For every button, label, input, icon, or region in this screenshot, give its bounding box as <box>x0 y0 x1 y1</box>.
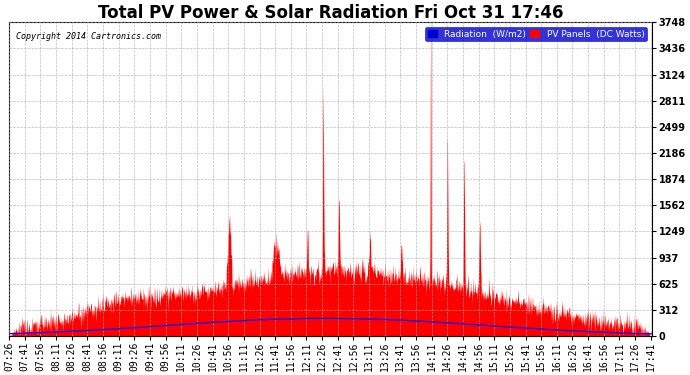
Title: Total PV Power & Solar Radiation Fri Oct 31 17:46: Total PV Power & Solar Radiation Fri Oct… <box>98 4 563 22</box>
Text: Copyright 2014 Cartronics.com: Copyright 2014 Cartronics.com <box>16 32 161 41</box>
Legend: Radiation  (W/m2), PV Panels  (DC Watts): Radiation (W/m2), PV Panels (DC Watts) <box>425 27 647 41</box>
